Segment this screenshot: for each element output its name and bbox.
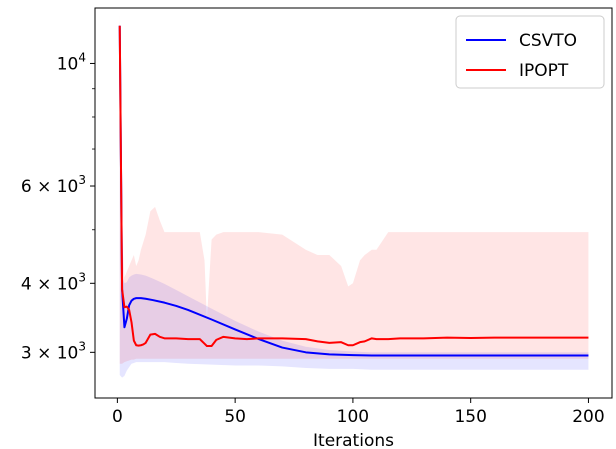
csvto-band: [119, 19, 589, 378]
legend-label-csvto: CSVTO: [519, 31, 577, 51]
series-lines: [118, 25, 589, 357]
x-axis-label: Iterations: [313, 431, 394, 449]
x-axis: 0 50 100 150 200: [112, 398, 605, 427]
y-tick-label: 4 × 103: [21, 270, 86, 294]
plot-frame: [94, 7, 613, 399]
x-tick-label: 100: [337, 407, 369, 427]
legend-label-ipopt: IPOPT: [519, 61, 569, 81]
x-tick-label: 150: [454, 407, 486, 427]
y-axis: 104 6 × 103 4 × 103 3 × 103: [21, 50, 95, 363]
ipopt-band: [119, 13, 589, 364]
x-tick-label: 200: [572, 407, 604, 427]
y-tick-label: 3 × 103: [21, 339, 86, 363]
x-tick-label: 0: [112, 407, 123, 427]
x-tick-label: 50: [224, 407, 246, 427]
csvto-line: [118, 25, 589, 357]
confidence-bands: [119, 13, 589, 378]
ipopt-line: [118, 25, 589, 348]
y-tick-label: 104: [57, 50, 86, 74]
legend: CSVTO IPOPT: [455, 15, 605, 89]
y-tick-label: 6 × 103: [21, 173, 86, 197]
